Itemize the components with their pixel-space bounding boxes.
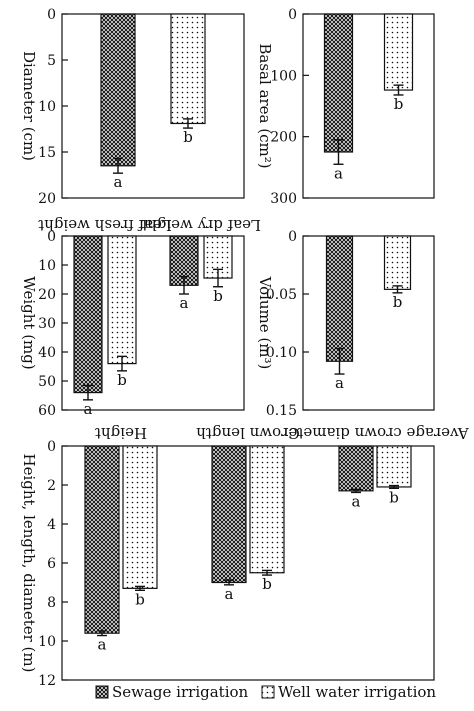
- significance-label: a: [180, 294, 189, 312]
- y-tick-label: 0: [288, 229, 297, 245]
- y-axis-label: Volume (m³): [256, 276, 274, 370]
- bar-sewage-0: [323, 13, 354, 153]
- y-axis-label: Height, length, diameter (m): [20, 454, 38, 673]
- bar-well-0: [383, 235, 412, 290]
- significance-label: a: [84, 400, 93, 418]
- legend-swatch-well: [261, 685, 275, 699]
- significance-label: b: [262, 575, 272, 593]
- y-tick-label: 0: [47, 439, 56, 455]
- significance-label: a: [335, 374, 344, 392]
- y-tick-label: 10: [38, 99, 56, 115]
- significance-label: b: [393, 293, 403, 311]
- y-tick-label: 0: [288, 7, 297, 23]
- y-tick-label: 40: [38, 345, 56, 361]
- legend-label-sewage: Sewage irrigation: [112, 683, 249, 701]
- y-axis-label: Diameter (cm): [20, 51, 38, 161]
- y-axis-label: Weight (mg): [20, 276, 38, 369]
- y-tick-label: 20: [38, 191, 56, 207]
- category-label: Leaf fresh weight: [38, 216, 172, 234]
- y-tick-label: 0.15: [266, 403, 297, 419]
- plot-frame: [302, 235, 435, 411]
- y-tick-label: 300: [270, 191, 297, 207]
- chart-basal_area: 0 100 200 300 Basal area (cm²) a b: [256, 7, 435, 207]
- bar-well-0: [107, 235, 137, 365]
- bar-well-0: [170, 13, 206, 125]
- y-tick-label: 15: [38, 145, 56, 161]
- legend-swatch-sewage: [95, 685, 109, 699]
- y-tick-label: 10: [38, 258, 56, 274]
- plot-frame: [302, 13, 435, 199]
- y-tick-label: 0.05: [266, 287, 297, 303]
- bar-well-0: [122, 445, 158, 589]
- y-tick-label: 0.10: [266, 345, 297, 361]
- significance-label: a: [334, 164, 343, 182]
- chart-volume: 0 0.05 0.10 0.15 Volume (m³) a b: [256, 229, 435, 419]
- bar-sewage-0: [84, 445, 120, 634]
- significance-label: b: [389, 488, 399, 506]
- y-tick-label: 100: [270, 68, 297, 84]
- y-tick-label: 2: [47, 478, 56, 494]
- y-tick-label: 8: [47, 595, 56, 611]
- y-tick-label: 50: [38, 374, 56, 390]
- category-label: Height: [95, 424, 147, 442]
- category-label: Average crown diameter: [281, 424, 470, 442]
- bar-well-0: [383, 13, 414, 91]
- bar-well-2: [376, 445, 412, 488]
- bar-sewage-2: [338, 445, 374, 492]
- y-tick-label: 6: [47, 556, 56, 572]
- significance-label: a: [352, 492, 361, 510]
- significance-label: b: [183, 128, 193, 146]
- y-tick-label: 200: [270, 130, 297, 146]
- significance-label: b: [394, 95, 404, 113]
- significance-label: b: [213, 287, 223, 305]
- y-tick-label: 10: [38, 634, 56, 650]
- category-label: Crown length: [196, 424, 300, 442]
- y-tick-label: 60: [38, 403, 56, 419]
- bar-sewage-1: [211, 445, 247, 584]
- bar-sewage-0: [325, 235, 354, 362]
- legend: Sewage irrigation Well water irrigation: [95, 683, 436, 701]
- plot-frame: [61, 13, 245, 199]
- bar-sewage-0: [100, 13, 136, 167]
- category-label: Leaf dry weight: [141, 216, 261, 234]
- y-tick-label: 4: [47, 517, 56, 533]
- y-tick-label: 0: [47, 229, 56, 245]
- significance-label: b: [135, 590, 145, 608]
- legend-label-well: Well water irrigation: [278, 683, 436, 701]
- y-axis-label: Basal area (cm²): [256, 43, 274, 168]
- bar-sewage-0: [73, 235, 103, 394]
- significance-label: b: [117, 371, 127, 389]
- significance-label: a: [114, 173, 123, 191]
- chart-weight: 0 10 20 30 40 50 60 Weight (mg) a b Leaf fresh wei…: [20, 216, 261, 419]
- y-tick-label: 5: [47, 53, 56, 69]
- y-tick-label: 0: [47, 7, 56, 23]
- y-tick-label: 30: [38, 316, 56, 332]
- chart-diameter: 0 5 10 15 20 Diameter (cm) a b: [20, 7, 245, 207]
- y-tick-label: 12: [38, 673, 56, 689]
- significance-label: a: [225, 585, 234, 603]
- y-tick-label: 20: [38, 287, 56, 303]
- significance-label: a: [98, 636, 107, 654]
- bar-well-1: [249, 445, 285, 574]
